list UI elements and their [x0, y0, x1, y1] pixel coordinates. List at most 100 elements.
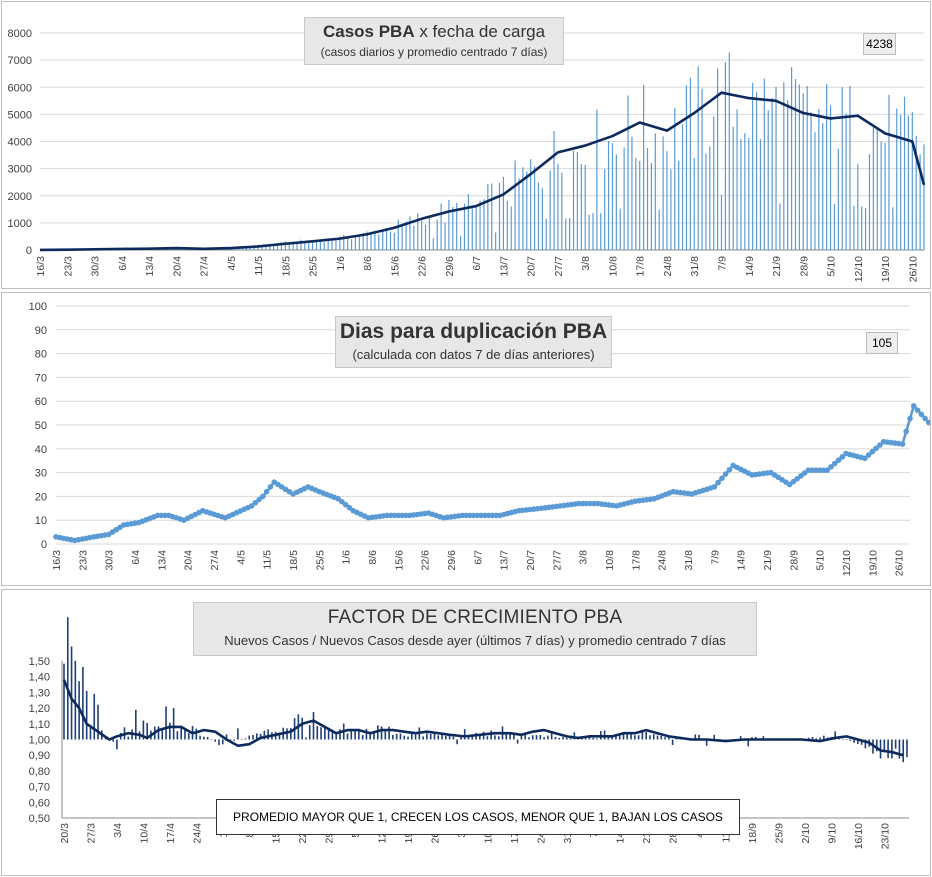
casos-bar — [537, 182, 540, 250]
factor-bar — [354, 729, 356, 740]
casos-bar — [845, 113, 847, 251]
casos-bar — [319, 240, 321, 250]
casos-x-tick-label: 29/6 — [444, 256, 456, 277]
casos-bar — [857, 164, 859, 250]
factor-x-tick-label: 17/4 — [165, 823, 177, 844]
factor-bar — [388, 726, 390, 740]
casos-x-tick-label: 3/8 — [580, 256, 592, 271]
casos-chart: 0 1000 2000 3000 4000 5000 6000 7000 8000 16/3 23/… — [8, 28, 926, 282]
factor-bar — [569, 738, 572, 740]
casos-bar — [814, 132, 816, 250]
factor-bar — [479, 734, 481, 740]
factor-bar — [392, 734, 394, 740]
casos-bar — [779, 203, 781, 250]
duplicacion-x-tick-label: 1/6 — [341, 550, 353, 565]
casos-bar — [549, 170, 551, 250]
factor-bar — [233, 739, 235, 741]
casos-bar — [483, 199, 485, 250]
casos-bar — [401, 223, 403, 250]
casos-bar — [752, 82, 754, 251]
duplicacion-x-tick-label: 13/7 — [499, 550, 511, 571]
duplicacion-point — [346, 504, 353, 511]
casos-bar — [424, 224, 427, 250]
casos-bar — [382, 230, 384, 250]
factor-bar — [618, 734, 621, 740]
duplicacion-point — [869, 448, 876, 455]
casos-bar — [541, 187, 543, 250]
casos-bar — [759, 139, 762, 250]
factor-bar — [346, 733, 349, 740]
casos-bar — [713, 116, 715, 250]
casos-bar — [775, 86, 777, 250]
casos-x-tick-label: 21/9 — [771, 256, 783, 277]
casos-bar — [755, 91, 758, 251]
duplicacion-x-tick-label: 31/8 — [683, 550, 695, 571]
factor-bar — [350, 729, 353, 740]
duplicacion-point — [263, 488, 270, 495]
factor-y-tick-label: 0,50 — [29, 813, 50, 825]
casos-bar — [911, 112, 913, 250]
duplicacion-x-tick-label: 7/9 — [709, 550, 721, 565]
factor-bar — [169, 722, 171, 740]
factor-bar — [660, 735, 663, 740]
factor-bar — [172, 707, 175, 740]
factor-bar — [184, 729, 186, 740]
casos-x-tick-label: 8/6 — [362, 256, 374, 271]
casos-x-tick-label: 28/9 — [798, 256, 810, 277]
factor-bar — [135, 709, 137, 740]
factor-bar — [237, 728, 239, 740]
casos-bar — [378, 234, 380, 250]
casos-bar — [611, 143, 614, 250]
casos-bar — [39, 249, 41, 251]
casos-bar — [903, 96, 906, 251]
casos-bar — [654, 133, 656, 250]
duplicacion-point — [865, 452, 872, 458]
duplicacion-x-tick-label: 27/4 — [209, 550, 221, 571]
casos-bar — [459, 235, 462, 250]
factor-bar — [127, 736, 130, 740]
factor-bar — [539, 735, 542, 740]
factor-bar — [316, 725, 319, 740]
casos-bar — [689, 77, 691, 250]
casos-x-tick-label: 17/8 — [635, 256, 647, 277]
casos-bar — [798, 84, 800, 251]
factor-average-line — [62, 679, 904, 757]
factor-bar — [112, 739, 114, 742]
factor-bar — [327, 730, 330, 740]
duplicacion-y-tick-label: 60 — [35, 396, 47, 408]
factor-title: FACTOR DE CRECIMIENTO PBA — [327, 607, 623, 628]
casos-bar — [810, 112, 812, 251]
casos-bar — [588, 214, 590, 250]
factor-bar — [358, 728, 360, 740]
duplicacion-point — [873, 445, 879, 452]
casos-bar — [701, 88, 703, 250]
duplicacion-x-tick-label: 28/9 — [788, 550, 800, 571]
factor-bar — [199, 735, 201, 740]
factor-bar — [528, 737, 530, 740]
factor-bar — [460, 735, 462, 740]
factor-bar — [656, 735, 659, 740]
casos-title-box: Casos PBA x fecha de carga (casos diario… — [304, 17, 564, 65]
factor-bar — [486, 736, 489, 740]
duplicacion-point — [835, 457, 842, 464]
factor-bar — [535, 735, 538, 740]
casos-bar — [506, 200, 508, 250]
casos-subtitle: (casos diarios y promedio centrado 7 día… — [320, 45, 548, 59]
casos-bar — [276, 244, 279, 250]
casos-y-tick-label: 8000 — [8, 28, 32, 40]
casos-bar — [421, 220, 423, 250]
factor-bar — [361, 735, 364, 740]
casos-bar — [502, 176, 505, 250]
duplicacion-chart-panel: 0 10 20 30 40 50 60 70 80 90 100 16/3 23/3 30/3 6/4 13/… — [1, 292, 931, 586]
factor-bar — [290, 728, 292, 740]
duplicacion-x-tick-label: 27/7 — [551, 550, 563, 571]
factor-bar — [664, 737, 666, 740]
casos-bar — [315, 240, 318, 250]
factor-bar — [543, 737, 545, 740]
casos-bar — [530, 159, 532, 250]
casos-bar — [631, 136, 633, 250]
casos-bar — [533, 166, 536, 250]
factor-bar — [592, 737, 595, 740]
factor-bar — [668, 737, 670, 740]
factor-bar — [433, 733, 436, 740]
